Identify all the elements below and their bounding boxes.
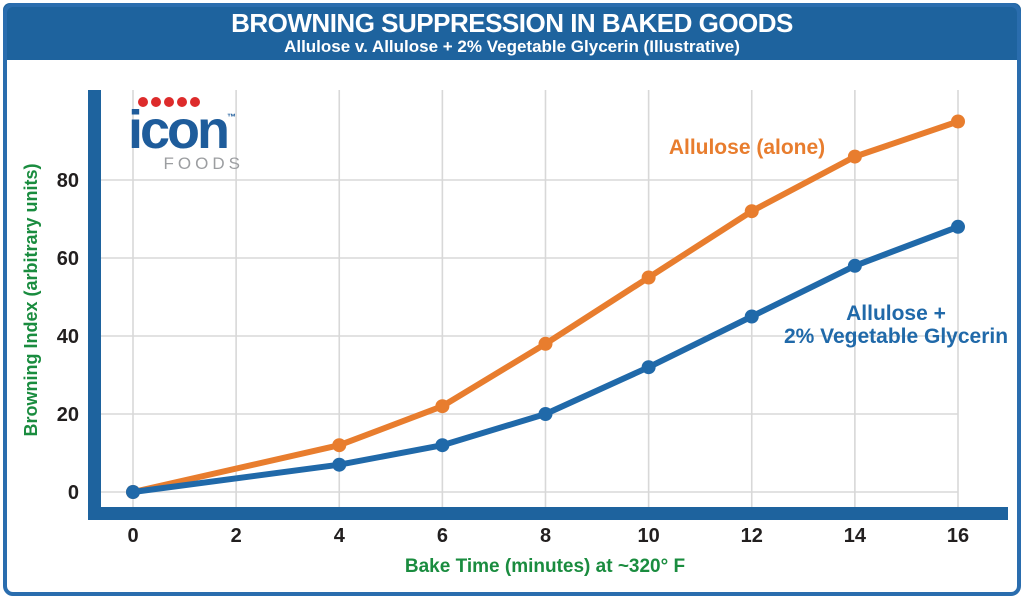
logo-subword: FOODS bbox=[163, 154, 244, 174]
data-point bbox=[435, 438, 450, 453]
x-tick-label: 6 bbox=[437, 525, 448, 547]
logo-dot-icon bbox=[190, 97, 200, 107]
x-axis-bar bbox=[88, 507, 1008, 520]
data-point bbox=[951, 114, 965, 129]
data-point bbox=[435, 399, 450, 414]
logo-wordmark-row: icon™ bbox=[128, 103, 246, 157]
x-tick-label: 14 bbox=[844, 525, 867, 547]
y-tick-label: 0 bbox=[68, 482, 79, 504]
data-point bbox=[744, 309, 759, 324]
logo-dot-icon bbox=[177, 97, 187, 107]
data-point bbox=[641, 270, 656, 285]
x-tick-label: 2 bbox=[231, 525, 242, 547]
x-axis-title: Bake Time (minutes) at ~320° F bbox=[405, 556, 685, 577]
logo-wordmark: icon bbox=[128, 100, 230, 160]
page-title: BROWNING SUPPRESSION IN BAKED GOODS bbox=[231, 8, 793, 38]
x-tick-label: 0 bbox=[127, 525, 138, 547]
x-tick-label: 8 bbox=[540, 525, 551, 547]
y-tick-label: 20 bbox=[57, 404, 79, 426]
series-label: Allulose +2% Vegetable Glycerin bbox=[784, 302, 1008, 348]
data-point bbox=[538, 336, 553, 351]
data-point bbox=[744, 204, 759, 219]
icon-foods-logo: icon™ FOODS bbox=[128, 97, 246, 172]
series-line bbox=[130, 118, 961, 495]
series-line bbox=[130, 223, 961, 495]
y-tick-label: 80 bbox=[57, 170, 79, 192]
logo-dot-icon bbox=[151, 97, 161, 107]
x-tick-label: 4 bbox=[334, 525, 346, 547]
y-tick-label: 40 bbox=[57, 326, 79, 348]
series-label: Allulose (alone) bbox=[669, 136, 825, 159]
data-point bbox=[847, 149, 862, 164]
x-tick-label: 12 bbox=[741, 525, 763, 547]
data-point bbox=[332, 438, 347, 453]
data-point bbox=[951, 219, 965, 234]
page-subtitle: Allulose v. Allulose + 2% Vegetable Glyc… bbox=[284, 37, 740, 56]
data-point bbox=[847, 258, 862, 273]
y-axis-bar bbox=[88, 90, 101, 520]
y-axis-title: Browning Index (arbitrary units) bbox=[21, 163, 41, 436]
x-tick-label: 10 bbox=[638, 525, 660, 547]
data-point bbox=[538, 407, 553, 421]
logo-dots-icon bbox=[128, 97, 246, 107]
logo-dot-icon bbox=[138, 97, 148, 107]
y-tick-label: 60 bbox=[57, 248, 79, 270]
header-band: BROWNING SUPPRESSION IN BAKED GOODS Allu… bbox=[3, 3, 1021, 60]
logo-dot-icon bbox=[164, 97, 174, 107]
data-point bbox=[126, 485, 140, 499]
data-point bbox=[332, 457, 347, 472]
data-point bbox=[641, 360, 656, 375]
trademark-symbol: ™ bbox=[227, 112, 237, 122]
x-tick-label: 16 bbox=[947, 525, 969, 547]
